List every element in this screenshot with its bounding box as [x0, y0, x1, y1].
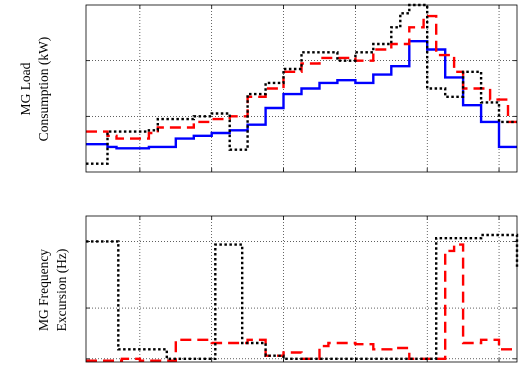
chart-frequency-excursion: MG Frequency Excursion (Hz)	[36, 215, 519, 363]
gridlines-frequency	[86, 216, 517, 362]
series-group-load	[86, 3, 517, 165]
plot-frame-frequency	[85, 215, 518, 363]
ylabel-freq-line1: MG Frequency	[36, 249, 51, 331]
ylabel-load-line1: MG Load	[18, 62, 33, 115]
series-line-solid	[86, 40, 517, 150]
ylabel-load-line2: Consumption (kW)	[36, 37, 51, 142]
series-line-dotted	[86, 3, 517, 165]
series-line-dotted	[86, 233, 519, 360]
series-group-frequency	[86, 233, 519, 362]
plot-frame-load	[85, 4, 518, 173]
series-line-dashed	[86, 243, 517, 362]
chart-load-consumption: MG Load Consumption (kW)	[18, 3, 518, 173]
ylabel-freq-line2: Excursion (Hz)	[54, 249, 69, 332]
